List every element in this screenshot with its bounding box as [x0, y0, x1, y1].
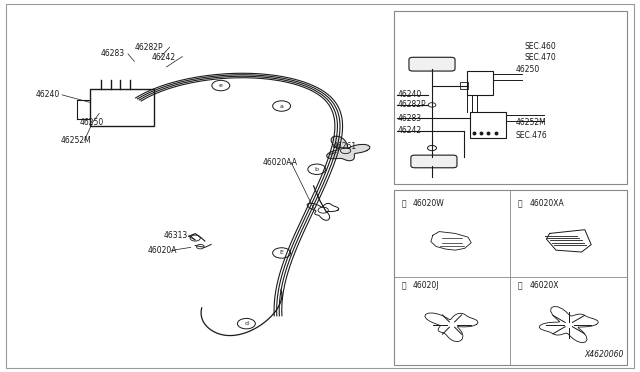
Text: 46242: 46242: [398, 126, 422, 135]
Text: ⓓ: ⓓ: [518, 281, 523, 290]
Text: 46020W: 46020W: [413, 199, 445, 208]
Text: b: b: [315, 167, 319, 172]
Text: 46282P: 46282P: [398, 100, 427, 109]
Bar: [460, 82, 468, 89]
Text: 46313: 46313: [163, 231, 188, 240]
Text: ⓒ: ⓒ: [401, 281, 406, 290]
Text: 46240: 46240: [398, 90, 422, 99]
Text: 46282P: 46282P: [134, 43, 163, 52]
Text: 46020XA: 46020XA: [530, 199, 564, 208]
Text: e: e: [219, 83, 223, 88]
Text: 46020X: 46020X: [530, 281, 559, 290]
Text: SEC.476: SEC.476: [515, 131, 547, 140]
Text: d: d: [244, 321, 248, 326]
Bar: [467, 71, 493, 95]
Text: E: E: [280, 250, 284, 256]
Text: SEC.460: SEC.460: [525, 42, 557, 51]
Text: a: a: [280, 103, 284, 109]
Text: 46020J: 46020J: [413, 281, 439, 290]
Text: 46283: 46283: [398, 114, 422, 123]
Text: 46250: 46250: [80, 118, 104, 126]
Text: 46250: 46250: [515, 65, 540, 74]
Text: ⓐ: ⓐ: [401, 199, 406, 208]
Text: 46252M: 46252M: [61, 136, 92, 145]
Bar: [470, 112, 506, 138]
FancyBboxPatch shape: [409, 57, 455, 71]
Bar: [90, 89, 154, 126]
Text: 46240: 46240: [35, 90, 60, 99]
Text: X4620060: X4620060: [584, 350, 624, 359]
Bar: [394, 190, 627, 365]
Text: ⓑ: ⓑ: [518, 199, 523, 208]
Bar: [394, 11, 627, 184]
Text: 46252M: 46252M: [515, 118, 546, 126]
Text: 46283: 46283: [100, 49, 125, 58]
Text: 46261: 46261: [333, 142, 357, 151]
Text: SEC.470: SEC.470: [525, 53, 557, 62]
Polygon shape: [326, 136, 370, 161]
Text: 46242: 46242: [152, 53, 176, 62]
Text: 46020A: 46020A: [147, 246, 177, 255]
Text: 46020AA: 46020AA: [262, 158, 298, 167]
FancyBboxPatch shape: [411, 155, 457, 168]
